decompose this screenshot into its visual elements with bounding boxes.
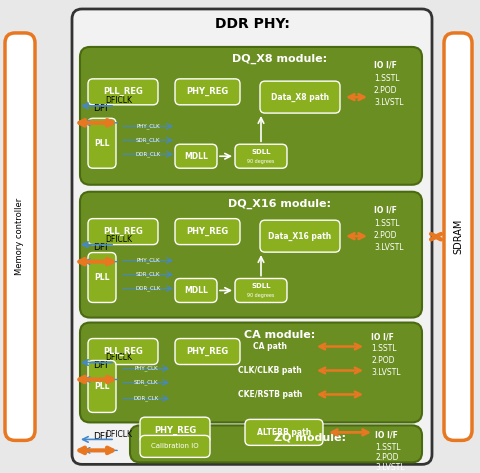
Text: 1.SSTL: 1.SSTL — [371, 344, 396, 353]
Text: DFICLK: DFICLK — [105, 353, 132, 362]
Text: IO I/F: IO I/F — [374, 61, 397, 70]
Text: 3.LVSTL: 3.LVSTL — [375, 463, 405, 472]
FancyBboxPatch shape — [245, 420, 323, 446]
Text: 2.POD: 2.POD — [374, 87, 397, 96]
Text: Data_X8 path: Data_X8 path — [271, 93, 329, 102]
Text: CA path: CA path — [253, 342, 287, 351]
Text: DFICLK: DFICLK — [105, 430, 132, 439]
FancyBboxPatch shape — [5, 33, 35, 440]
FancyBboxPatch shape — [80, 47, 422, 185]
Text: 90 degrees: 90 degrees — [247, 293, 275, 298]
Text: DDR_CLK: DDR_CLK — [133, 395, 158, 401]
Text: IO I/F: IO I/F — [374, 205, 397, 214]
Text: DDR_CLK: DDR_CLK — [135, 151, 161, 157]
Text: PLL: PLL — [94, 139, 110, 148]
Text: 3.LVSTL: 3.LVSTL — [374, 98, 404, 107]
Text: 90 degrees: 90 degrees — [247, 159, 275, 164]
FancyBboxPatch shape — [88, 253, 116, 302]
FancyBboxPatch shape — [72, 9, 432, 464]
FancyBboxPatch shape — [88, 118, 116, 168]
Text: 2.POD: 2.POD — [375, 453, 398, 462]
FancyBboxPatch shape — [88, 360, 116, 412]
Text: CA module:: CA module: — [244, 330, 316, 340]
FancyBboxPatch shape — [80, 323, 422, 422]
FancyBboxPatch shape — [175, 144, 217, 168]
Text: 2.POD: 2.POD — [374, 231, 397, 240]
Text: DFI: DFI — [93, 361, 108, 370]
Text: DQ_X16 module:: DQ_X16 module: — [228, 199, 332, 209]
Text: DFICLK: DFICLK — [105, 235, 132, 244]
FancyBboxPatch shape — [260, 220, 340, 252]
Text: SDRAM: SDRAM — [453, 219, 463, 254]
Text: 1.SSTL: 1.SSTL — [375, 443, 400, 452]
Text: DQ_X8 module:: DQ_X8 module: — [232, 54, 327, 64]
Text: 1.SSTL: 1.SSTL — [374, 219, 399, 228]
Text: IO I/F: IO I/F — [375, 431, 398, 440]
Text: 1.SSTL: 1.SSTL — [374, 74, 399, 83]
Text: 2.POD: 2.POD — [371, 356, 395, 365]
Text: DFI: DFI — [93, 432, 108, 441]
FancyBboxPatch shape — [88, 79, 158, 105]
FancyBboxPatch shape — [235, 144, 287, 168]
Text: PHY_REG: PHY_REG — [186, 87, 228, 96]
Text: PHY_REG: PHY_REG — [186, 227, 228, 236]
Text: MDLL: MDLL — [184, 286, 208, 295]
Text: Calibration IO: Calibration IO — [151, 443, 199, 449]
Text: Data_X16 path: Data_X16 path — [268, 232, 332, 241]
Text: SDLL: SDLL — [251, 283, 271, 289]
Text: SDR_CLK: SDR_CLK — [136, 272, 160, 277]
FancyBboxPatch shape — [130, 425, 422, 463]
FancyBboxPatch shape — [175, 279, 217, 302]
FancyBboxPatch shape — [260, 81, 340, 113]
Text: Memory controller: Memory controller — [15, 198, 24, 275]
FancyBboxPatch shape — [175, 219, 240, 245]
Text: PLL_REG: PLL_REG — [103, 87, 143, 96]
Text: PLL_REG: PLL_REG — [103, 227, 143, 236]
Text: PHY_CLK: PHY_CLK — [134, 366, 158, 371]
FancyBboxPatch shape — [444, 33, 472, 440]
Text: PHY_CLK: PHY_CLK — [136, 258, 160, 263]
Text: PLL_REG: PLL_REG — [103, 347, 143, 356]
FancyBboxPatch shape — [175, 79, 240, 105]
FancyBboxPatch shape — [88, 339, 158, 365]
Text: SDLL: SDLL — [251, 149, 271, 155]
Text: ZQ module:: ZQ module: — [274, 432, 346, 442]
Text: IO I/F: IO I/F — [371, 332, 394, 341]
Text: DFI: DFI — [93, 243, 108, 252]
FancyBboxPatch shape — [140, 417, 210, 443]
Text: PHY_REG: PHY_REG — [186, 347, 228, 356]
Text: MDLL: MDLL — [184, 152, 208, 161]
FancyBboxPatch shape — [88, 219, 158, 245]
Text: CKE/RSTB path: CKE/RSTB path — [238, 390, 302, 399]
Text: 3.LVSTL: 3.LVSTL — [371, 368, 400, 377]
Text: DDR_CLK: DDR_CLK — [135, 286, 161, 291]
Text: DFICLK: DFICLK — [105, 96, 132, 105]
Text: SDR_CLK: SDR_CLK — [134, 380, 158, 385]
Text: DDR PHY:: DDR PHY: — [215, 17, 289, 31]
Text: 3.LVSTL: 3.LVSTL — [374, 243, 404, 252]
Text: ALTERB path: ALTERB path — [257, 428, 311, 437]
FancyBboxPatch shape — [80, 192, 422, 317]
Text: CLK/CLKB path: CLK/CLKB path — [238, 366, 302, 375]
Text: PLL: PLL — [94, 273, 110, 282]
FancyBboxPatch shape — [235, 279, 287, 302]
Text: PLL: PLL — [94, 382, 110, 391]
Text: PHY_CLK: PHY_CLK — [136, 123, 160, 129]
Text: SDR_CLK: SDR_CLK — [136, 137, 160, 143]
FancyBboxPatch shape — [140, 436, 210, 457]
Text: PHY_REG: PHY_REG — [154, 426, 196, 435]
Text: DFI: DFI — [93, 105, 108, 114]
FancyBboxPatch shape — [175, 339, 240, 365]
